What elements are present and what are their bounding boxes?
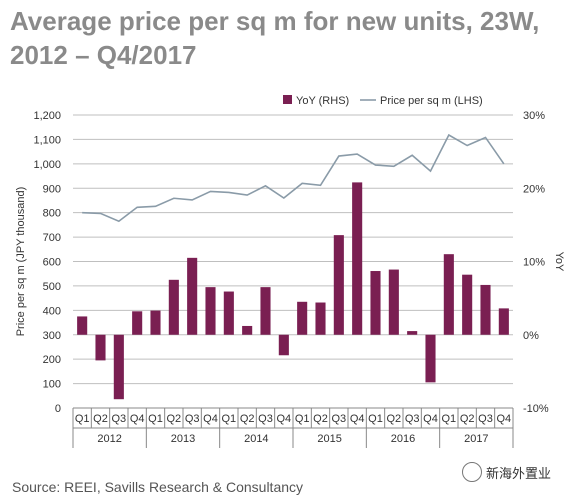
source-note: Source: REEI, Savills Research & Consult… — [12, 479, 304, 495]
legend-bar-label: YoY (RHS) — [296, 95, 349, 107]
watermark-text: 新海外置业 — [486, 465, 552, 481]
x-quarter-label: Q3 — [478, 413, 493, 425]
yoy-bar — [352, 182, 363, 335]
yoy-bar — [498, 308, 509, 335]
y-left-axis-label: Price per sq m (JPY thousand) — [15, 187, 27, 337]
y-right-tick-label: 10% — [523, 257, 545, 269]
x-quarter-label: Q3 — [331, 413, 346, 425]
chart-title-line-1: Average price per sq m for new units, 23… — [10, 6, 540, 36]
chart-title-line-2: 2012 – Q4/2017 — [10, 40, 197, 70]
x-year-label: 2017 — [464, 433, 488, 445]
y-left-tick-label: 600 — [43, 257, 61, 269]
yoy-bar — [480, 284, 491, 335]
yoy-bar — [187, 257, 198, 335]
y-left-tick-label: 400 — [43, 305, 61, 317]
x-quarter-label: Q1 — [75, 413, 90, 425]
legend-bar-swatch — [283, 95, 292, 104]
yoy-bar — [95, 334, 106, 361]
x-quarter-label: Q4 — [203, 413, 218, 425]
y-left-tick-label: 0 — [55, 403, 61, 415]
x-quarter-label: Q4 — [350, 413, 365, 425]
y-left-tick-label: 900 — [43, 183, 61, 195]
y-right-tick-label: 20% — [523, 183, 545, 195]
yoy-bar — [260, 287, 271, 335]
y-left-tick-label: 800 — [43, 208, 61, 220]
y-left-tick-label: 1,200 — [33, 110, 61, 122]
yoy-bar — [315, 302, 326, 335]
yoy-bar — [77, 316, 88, 335]
yoy-bar — [113, 334, 124, 400]
yoy-bar — [388, 269, 399, 335]
x-quarter-label: Q2 — [166, 413, 181, 425]
yoy-bar — [150, 310, 161, 335]
y-right-tick-label: 30% — [523, 110, 545, 122]
chart-title: Average price per sq m for new units, 23… — [10, 4, 570, 72]
y-left-tick-label: 1,000 — [33, 159, 61, 171]
x-quarter-label: Q3 — [258, 413, 273, 425]
y-right-tick-label: -10% — [523, 403, 549, 415]
y-left-tick-label: 500 — [43, 281, 61, 293]
x-quarter-label: Q1 — [368, 413, 383, 425]
yoy-bar — [132, 311, 143, 335]
yoy-bar — [278, 334, 289, 356]
wechat-logo-icon — [462, 462, 482, 482]
legend-line-label: Price per sq m (LHS) — [380, 95, 483, 107]
x-quarter-label: Q2 — [240, 413, 255, 425]
x-quarter-label: Q2 — [93, 413, 108, 425]
x-quarter-label: Q1 — [148, 413, 163, 425]
x-year-label: 2013 — [171, 433, 195, 445]
y-left-tick-label: 100 — [43, 379, 61, 391]
x-quarter-label: Q3 — [111, 413, 126, 425]
y-right-tick-label: 0% — [523, 330, 539, 342]
y-right-axis-label: YoY — [553, 252, 565, 272]
y-left-tick-label: 300 — [43, 330, 61, 342]
x-quarter-label: Q1 — [295, 413, 310, 425]
yoy-bar — [168, 279, 179, 335]
x-quarter-label: Q3 — [185, 413, 200, 425]
x-quarter-label: Q2 — [460, 413, 475, 425]
x-quarter-label: Q4 — [496, 413, 511, 425]
x-quarter-label: Q1 — [221, 413, 236, 425]
y-left-tick-label: 1,100 — [33, 134, 61, 146]
watermark: 新海外置业 — [462, 462, 551, 482]
yoy-bar — [242, 325, 253, 335]
x-year-label: 2015 — [317, 433, 341, 445]
x-quarter-label: Q4 — [130, 413, 145, 425]
yoy-bar — [443, 254, 454, 335]
yoy-bar — [297, 301, 308, 335]
yoy-bar — [462, 274, 473, 335]
yoy-bar — [223, 291, 234, 335]
x-quarter-label: Q3 — [405, 413, 420, 425]
yoy-bar — [407, 331, 418, 335]
x-quarter-label: Q2 — [386, 413, 401, 425]
y-left-tick-label: 200 — [43, 354, 61, 366]
yoy-bar — [370, 271, 381, 335]
x-quarter-label: Q4 — [276, 413, 291, 425]
y-left-tick-label: 700 — [43, 232, 61, 244]
yoy-bar — [205, 287, 216, 335]
price-line — [82, 133, 505, 223]
x-year-label: 2014 — [244, 433, 268, 445]
x-quarter-label: Q1 — [441, 413, 456, 425]
yoy-bar — [333, 235, 344, 335]
x-year-label: 2012 — [97, 433, 121, 445]
x-quarter-label: Q2 — [313, 413, 328, 425]
x-quarter-label: Q4 — [423, 413, 438, 425]
yoy-bar — [425, 334, 436, 383]
x-year-label: 2016 — [391, 433, 415, 445]
